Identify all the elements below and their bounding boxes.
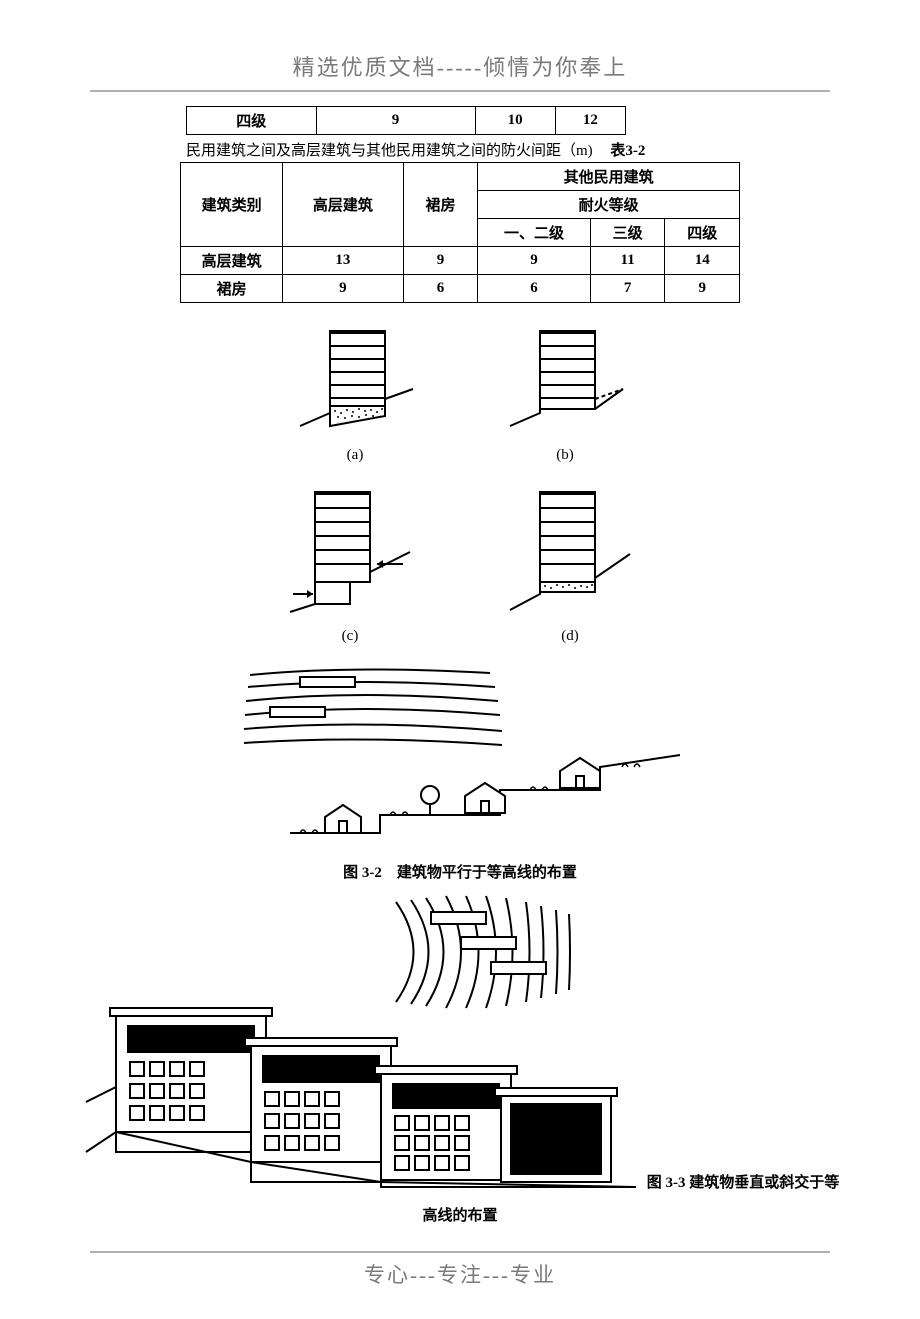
t2-r1-label: 裙房 bbox=[181, 275, 283, 303]
building-on-slope-icon bbox=[505, 321, 625, 441]
t1-c4: 12 bbox=[555, 107, 625, 135]
figure-3-2-caption: 图 3-2 建筑物平行于等高线的布置 bbox=[0, 861, 920, 882]
t2-h-podium: 裙房 bbox=[403, 163, 478, 247]
t2-h-grade-12: 一、二级 bbox=[478, 219, 591, 247]
t2-r1-v0: 9 bbox=[283, 275, 404, 303]
t2-h-other-top: 其他民用建筑 bbox=[478, 163, 740, 191]
subfig-b: (b) bbox=[505, 321, 625, 464]
t2-r1-v1: 6 bbox=[403, 275, 478, 303]
t2-h-highrise: 高层建筑 bbox=[283, 163, 404, 247]
t2-r0-v0: 13 bbox=[283, 247, 404, 275]
subfig-d: (d) bbox=[505, 482, 635, 645]
building-step-icon bbox=[505, 482, 635, 622]
subfig-d-label: (d) bbox=[561, 628, 579, 645]
contour-perpendicular-icon bbox=[81, 892, 641, 1192]
page-header: 精选优质文档-----倾情为你奉上 bbox=[90, 50, 830, 92]
building-on-slope-icon bbox=[295, 321, 415, 441]
t2-h-grade-4: 四级 bbox=[665, 219, 740, 247]
table-3-2-caption: 民用建筑之间及高层建筑与其他民用建筑之间的防火间距（m) 表3-2 bbox=[186, 139, 740, 160]
table-3-2: 建筑类别 高层建筑 裙房 其他民用建筑 耐火等级 一、二级 三级 四级 高层建筑… bbox=[180, 162, 740, 303]
figure-3-2: 图 3-2 建筑物平行于等高线的布置 bbox=[0, 655, 920, 882]
t2-r1-v3: 7 bbox=[590, 275, 665, 303]
subfig-c-label: (c) bbox=[342, 628, 359, 645]
building-step-icon bbox=[285, 482, 415, 622]
table-3-1-row: 四级 9 10 12 bbox=[186, 106, 626, 135]
page: 精选优质文档-----倾情为你奉上 四级 9 10 12 民用建筑之间及高层建筑… bbox=[0, 0, 920, 1319]
t1-c2: 9 bbox=[316, 107, 475, 135]
subfig-a: (a) bbox=[295, 321, 415, 464]
figure-3-3-caption-inline: 图 3-3 建筑物垂直或斜交于等 bbox=[647, 1171, 840, 1192]
table-3-2-label: 表3-2 bbox=[610, 143, 645, 159]
t2-r0-v4: 14 bbox=[665, 247, 740, 275]
page-footer: 专心---专注---专业 bbox=[90, 1251, 830, 1289]
subfig-c: (c) bbox=[285, 482, 415, 645]
table-row: 裙房 9 6 6 7 9 bbox=[181, 275, 740, 303]
t2-h-fire-grade: 耐火等级 bbox=[478, 191, 740, 219]
figure-3-3: 图 3-3 建筑物垂直或斜交于等 bbox=[0, 892, 920, 1192]
table-3-2-title: 民用建筑之间及高层建筑与其他民用建筑之间的防火间距（m) bbox=[186, 143, 593, 159]
t2-r0-label: 高层建筑 bbox=[181, 247, 283, 275]
t2-r0-v3: 11 bbox=[590, 247, 665, 275]
t2-r1-v2: 6 bbox=[478, 275, 591, 303]
t1-c3: 10 bbox=[475, 107, 555, 135]
t2-r0-v1: 9 bbox=[403, 247, 478, 275]
contour-parallel-icon bbox=[230, 655, 690, 845]
tables-section: 四级 9 10 12 民用建筑之间及高层建筑与其他民用建筑之间的防火间距（m) … bbox=[180, 106, 740, 303]
subfig-b-label: (b) bbox=[556, 447, 574, 464]
table-row: 高层建筑 13 9 9 11 14 bbox=[181, 247, 740, 275]
t2-h-grade-3: 三级 bbox=[590, 219, 665, 247]
t2-r0-v2: 9 bbox=[478, 247, 591, 275]
subfig-a-label: (a) bbox=[347, 447, 364, 464]
figure-abcd: (a) bbox=[0, 321, 920, 1225]
figure-3-3-caption-below: 高线的布置 bbox=[0, 1204, 920, 1225]
t2-h-category: 建筑类别 bbox=[181, 163, 283, 247]
t2-r1-v4: 9 bbox=[665, 275, 740, 303]
t1-c1: 四级 bbox=[187, 107, 317, 135]
